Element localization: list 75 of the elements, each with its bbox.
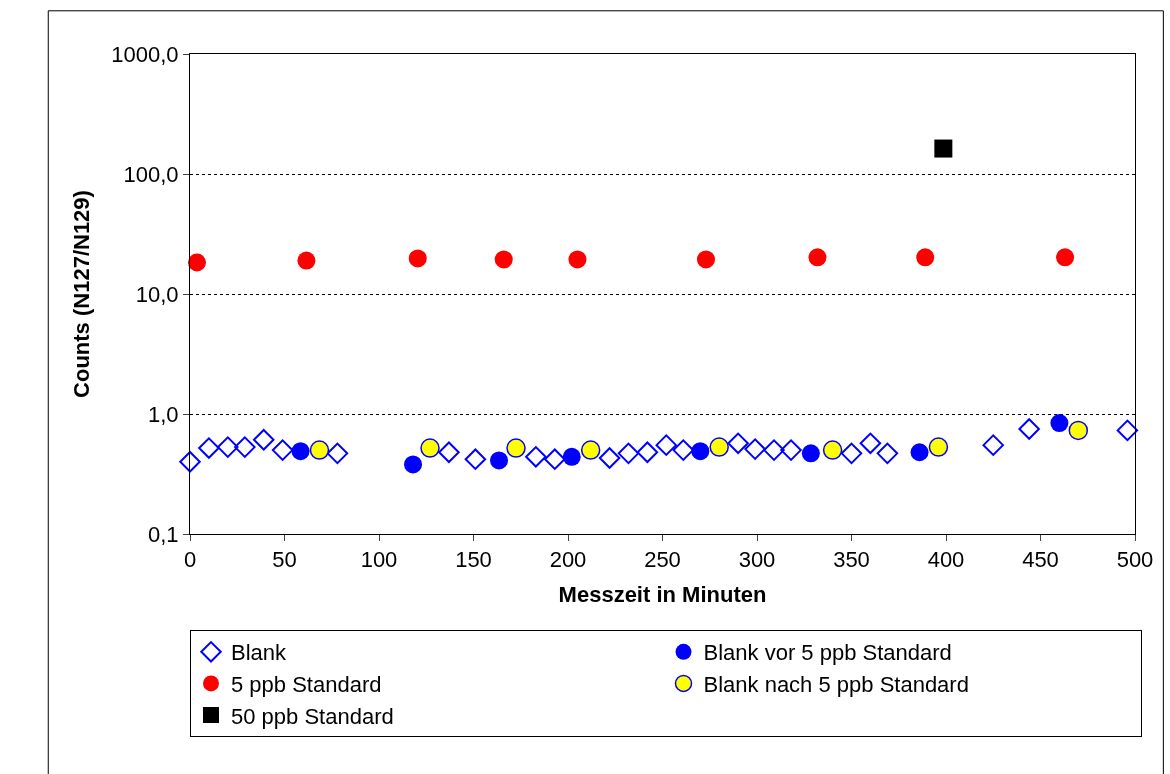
point bbox=[297, 251, 316, 270]
point bbox=[438, 441, 460, 463]
point bbox=[326, 442, 349, 465]
y-axis-title: Counts (N127/N129) bbox=[69, 190, 95, 398]
point bbox=[404, 455, 423, 474]
x-tick-label: 250 bbox=[644, 547, 681, 573]
point bbox=[859, 432, 882, 455]
point bbox=[408, 249, 427, 268]
point bbox=[198, 437, 220, 459]
x-tick-label: 50 bbox=[272, 547, 297, 573]
point bbox=[655, 434, 678, 456]
x-tick-label: 100 bbox=[360, 547, 398, 573]
y-tick-label: 100,0 bbox=[123, 161, 179, 187]
point bbox=[1068, 420, 1089, 441]
point bbox=[309, 440, 330, 460]
y-tick-label: 10,0 bbox=[135, 281, 179, 307]
point bbox=[801, 444, 820, 463]
point bbox=[1116, 419, 1139, 442]
point bbox=[982, 434, 1004, 456]
point bbox=[179, 451, 201, 473]
point bbox=[598, 447, 621, 469]
point bbox=[525, 446, 547, 468]
point bbox=[672, 439, 695, 461]
point bbox=[506, 438, 526, 458]
point bbox=[691, 442, 710, 461]
point bbox=[568, 250, 587, 269]
point bbox=[934, 139, 953, 158]
point bbox=[271, 439, 294, 461]
point bbox=[910, 443, 929, 462]
point bbox=[709, 437, 729, 457]
point bbox=[188, 253, 206, 272]
point bbox=[234, 436, 256, 458]
point bbox=[1056, 248, 1075, 267]
x-tick-label: 150 bbox=[455, 547, 492, 573]
x-tick-label: 450 bbox=[1022, 547, 1059, 573]
x-tick-label: 0 bbox=[183, 547, 197, 573]
legend-label: 50 ppb Standard bbox=[231, 703, 394, 729]
point bbox=[840, 442, 863, 465]
point bbox=[696, 250, 715, 269]
x-tick-label: 500 bbox=[1116, 547, 1154, 573]
point bbox=[494, 250, 513, 269]
point bbox=[822, 440, 843, 460]
point bbox=[1018, 418, 1040, 440]
x-tick-label: 200 bbox=[549, 547, 587, 573]
point bbox=[808, 248, 827, 267]
point bbox=[580, 440, 601, 460]
point bbox=[291, 442, 310, 461]
point bbox=[464, 448, 487, 470]
point bbox=[876, 442, 899, 465]
point bbox=[252, 429, 275, 451]
point bbox=[780, 439, 802, 461]
point bbox=[1050, 414, 1069, 433]
point bbox=[217, 436, 239, 458]
point bbox=[490, 451, 509, 470]
x-tick-label: 350 bbox=[833, 547, 870, 573]
point bbox=[727, 432, 749, 455]
legend-label: 5 ppb Standard bbox=[231, 671, 382, 697]
y-tick-label: 1,0 bbox=[148, 401, 179, 427]
point bbox=[916, 248, 935, 267]
point bbox=[562, 447, 581, 466]
point bbox=[763, 439, 785, 461]
point bbox=[744, 438, 766, 460]
point bbox=[420, 438, 440, 458]
point bbox=[636, 441, 659, 463]
legend-label: Blank nach 5 ppb Standard bbox=[703, 671, 969, 697]
x-axis-title: Messzeit in Minuten bbox=[558, 582, 767, 608]
x-tick-label: 400 bbox=[927, 547, 965, 573]
point bbox=[928, 437, 949, 457]
y-tick-label: 0,1 bbox=[148, 521, 179, 547]
legend-label: Blank bbox=[231, 640, 288, 666]
y-tick-label: 1000,0 bbox=[111, 41, 179, 67]
point bbox=[544, 448, 566, 470]
point bbox=[617, 442, 640, 465]
legend-label: Blank vor 5 ppb Standard bbox=[703, 640, 952, 666]
x-tick-label: 300 bbox=[738, 547, 776, 573]
